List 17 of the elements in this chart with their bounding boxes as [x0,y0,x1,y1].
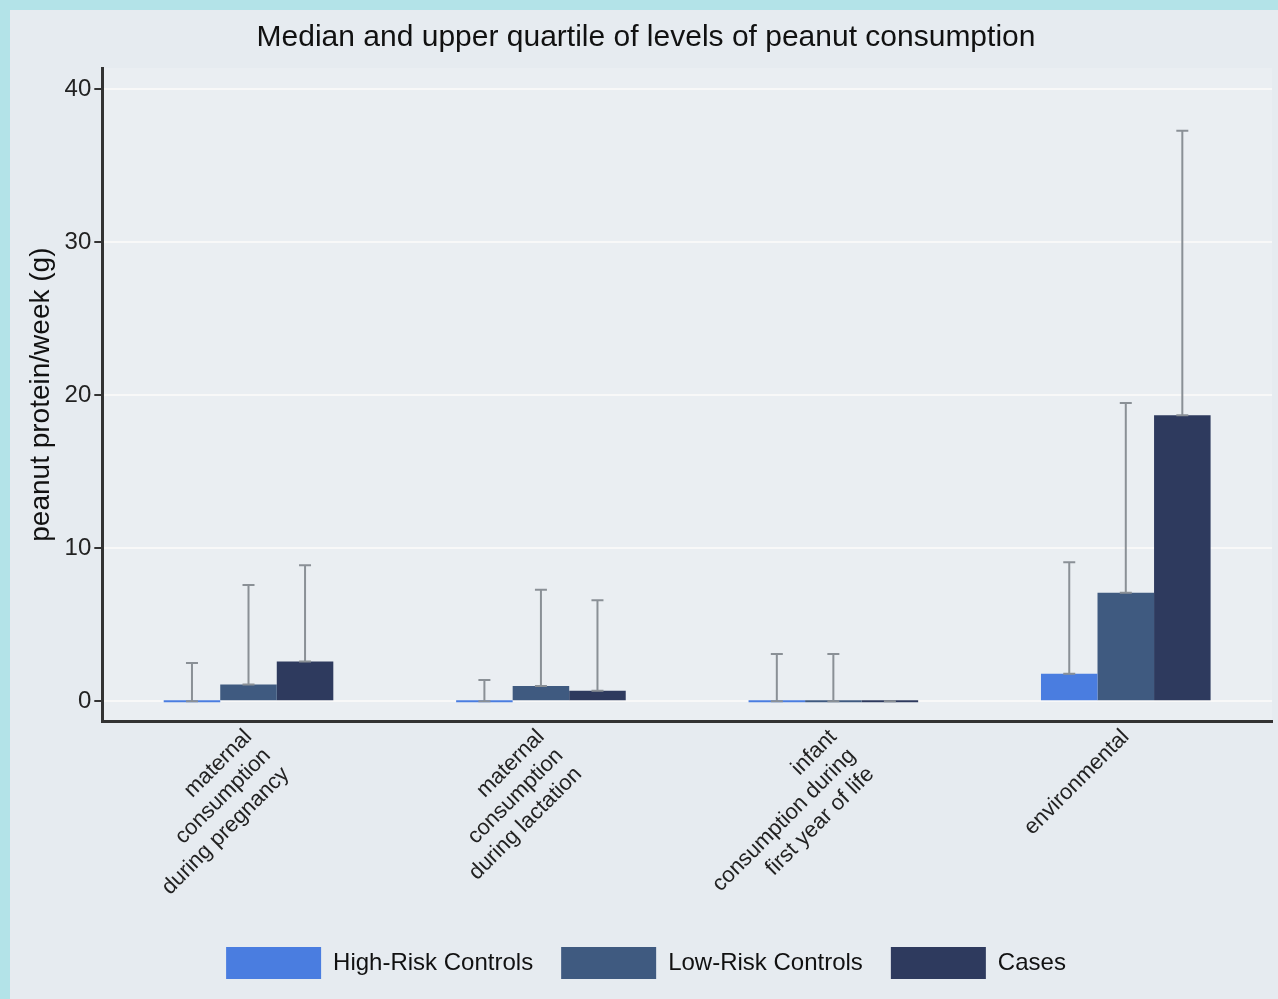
bar [276,661,334,701]
bar [220,684,277,701]
y-tick-label: 30 [64,227,92,255]
bar [1154,415,1211,701]
legend-label: High-Risk Controls [333,947,534,975]
y-axis-title: peanut protein/week (g) [23,247,55,542]
bar [512,686,570,701]
bar [1040,673,1098,701]
bar [569,690,626,701]
bar [1097,592,1155,701]
chart-title: Median and upper quartile of levels of peanut consumption [256,19,1036,53]
y-tick-label: 0 [77,685,92,713]
y-tick-label: 10 [64,532,92,560]
legend-label: Low-Risk Controls [668,947,863,975]
legend-label: Cases [997,947,1066,975]
y-tick-label: 40 [64,74,92,102]
y-tick-label: 20 [64,380,92,407]
